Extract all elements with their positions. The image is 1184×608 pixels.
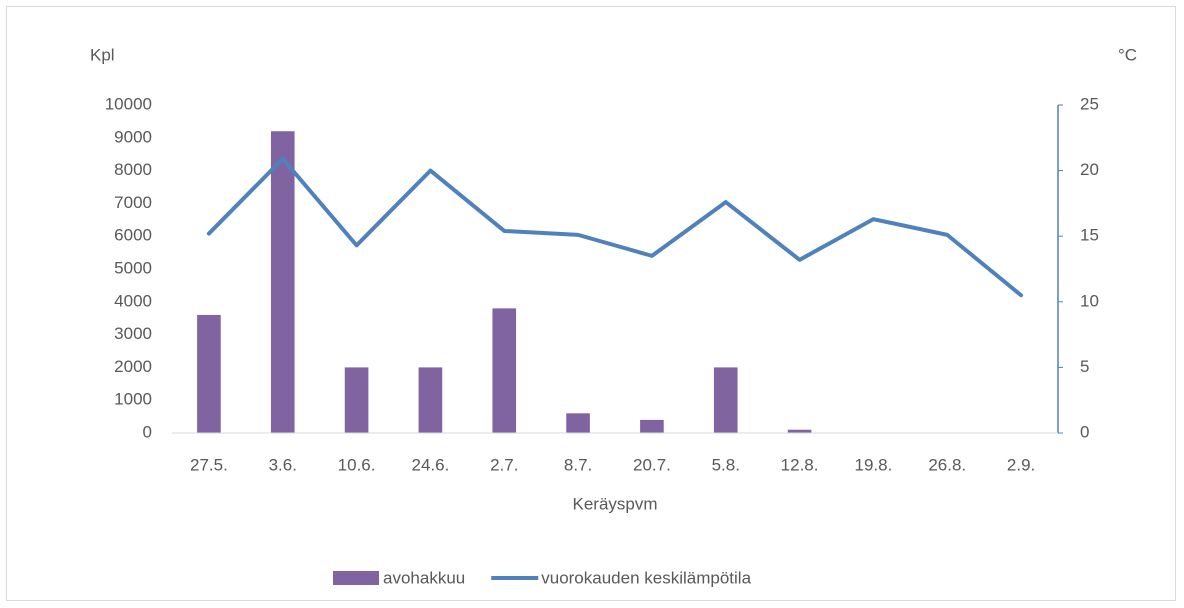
y-axis-title: Kpl [90, 45, 115, 64]
x-tick-label: 3.6. [269, 455, 297, 474]
y2-tick-label: 20 [1080, 160, 1099, 179]
bar [492, 308, 517, 433]
x-tick-label: 10.6. [338, 455, 376, 474]
y2-tick-label: 5 [1080, 357, 1089, 376]
x-tick-label: 24.6. [412, 455, 450, 474]
y-tick-label: 1000 [114, 390, 152, 409]
y2-tick-label: 0 [1080, 422, 1089, 441]
y-tick-label: 2000 [114, 357, 152, 376]
bar [270, 131, 295, 434]
x-axis-title: Keräyspvm [572, 494, 657, 513]
x-tick-label: 20.7. [633, 455, 671, 474]
y-tick-label: 6000 [114, 226, 152, 245]
y-tick-label: 0 [143, 422, 152, 441]
bar [640, 419, 664, 433]
x-tick-label: 12.8. [781, 455, 819, 474]
bar [787, 429, 812, 433]
legend-label: vuorokauden keskilämpötila [541, 568, 751, 587]
line [206, 156, 1024, 298]
y-tick-label: 7000 [114, 193, 152, 212]
bar [344, 367, 369, 433]
y2-tick-label: 15 [1080, 226, 1099, 245]
x-tick-label: 5.8. [712, 455, 740, 474]
legend-swatch [333, 571, 379, 585]
x-tick-label: 27.5. [190, 455, 228, 474]
y-tick-label: 8000 [114, 160, 152, 179]
y-tick-label: 3000 [114, 324, 152, 343]
bar [197, 314, 221, 433]
y-tick-label: 4000 [114, 291, 152, 310]
y-tick-label: 5000 [114, 258, 152, 277]
chart-frame [6, 6, 1176, 601]
y2-tick-label: 25 [1080, 94, 1099, 113]
bar [418, 367, 443, 433]
y2-tick-label: 10 [1080, 291, 1099, 310]
legend-label: avohakkuu [383, 568, 465, 587]
bar [566, 413, 590, 433]
x-tick-label: 2.9. [1007, 455, 1035, 474]
x-tick-label: 19.8. [855, 455, 893, 474]
x-tick-label: 26.8. [928, 455, 966, 474]
x-tick-label: 2.7. [490, 455, 518, 474]
x-tick-label: 8.7. [564, 455, 592, 474]
y2-axis-title: °C [1118, 45, 1137, 64]
bar [713, 367, 738, 433]
y-tick-label: 9000 [114, 127, 152, 146]
y-tick-label: 10000 [105, 94, 152, 113]
